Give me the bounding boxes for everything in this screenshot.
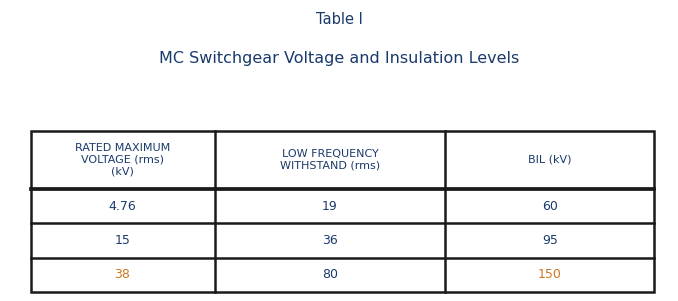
- Text: MC Switchgear Voltage and Insulation Levels: MC Switchgear Voltage and Insulation Lev…: [159, 51, 519, 66]
- Text: 150: 150: [538, 268, 562, 281]
- Text: 19: 19: [322, 200, 338, 213]
- Text: 80: 80: [322, 268, 338, 281]
- Text: 95: 95: [542, 234, 558, 247]
- Text: 60: 60: [542, 200, 558, 213]
- Text: 38: 38: [115, 268, 130, 281]
- Text: 36: 36: [322, 234, 338, 247]
- Text: BIL (kV): BIL (kV): [528, 155, 572, 165]
- Text: RATED MAXIMUM
VOLTAGE (rms)
(kV): RATED MAXIMUM VOLTAGE (rms) (kV): [75, 143, 170, 176]
- Text: Table I: Table I: [315, 12, 363, 27]
- Text: 15: 15: [115, 234, 130, 247]
- Text: LOW FREQUENCY
WITHSTAND (rms): LOW FREQUENCY WITHSTAND (rms): [280, 149, 380, 171]
- Text: 4.76: 4.76: [108, 200, 136, 213]
